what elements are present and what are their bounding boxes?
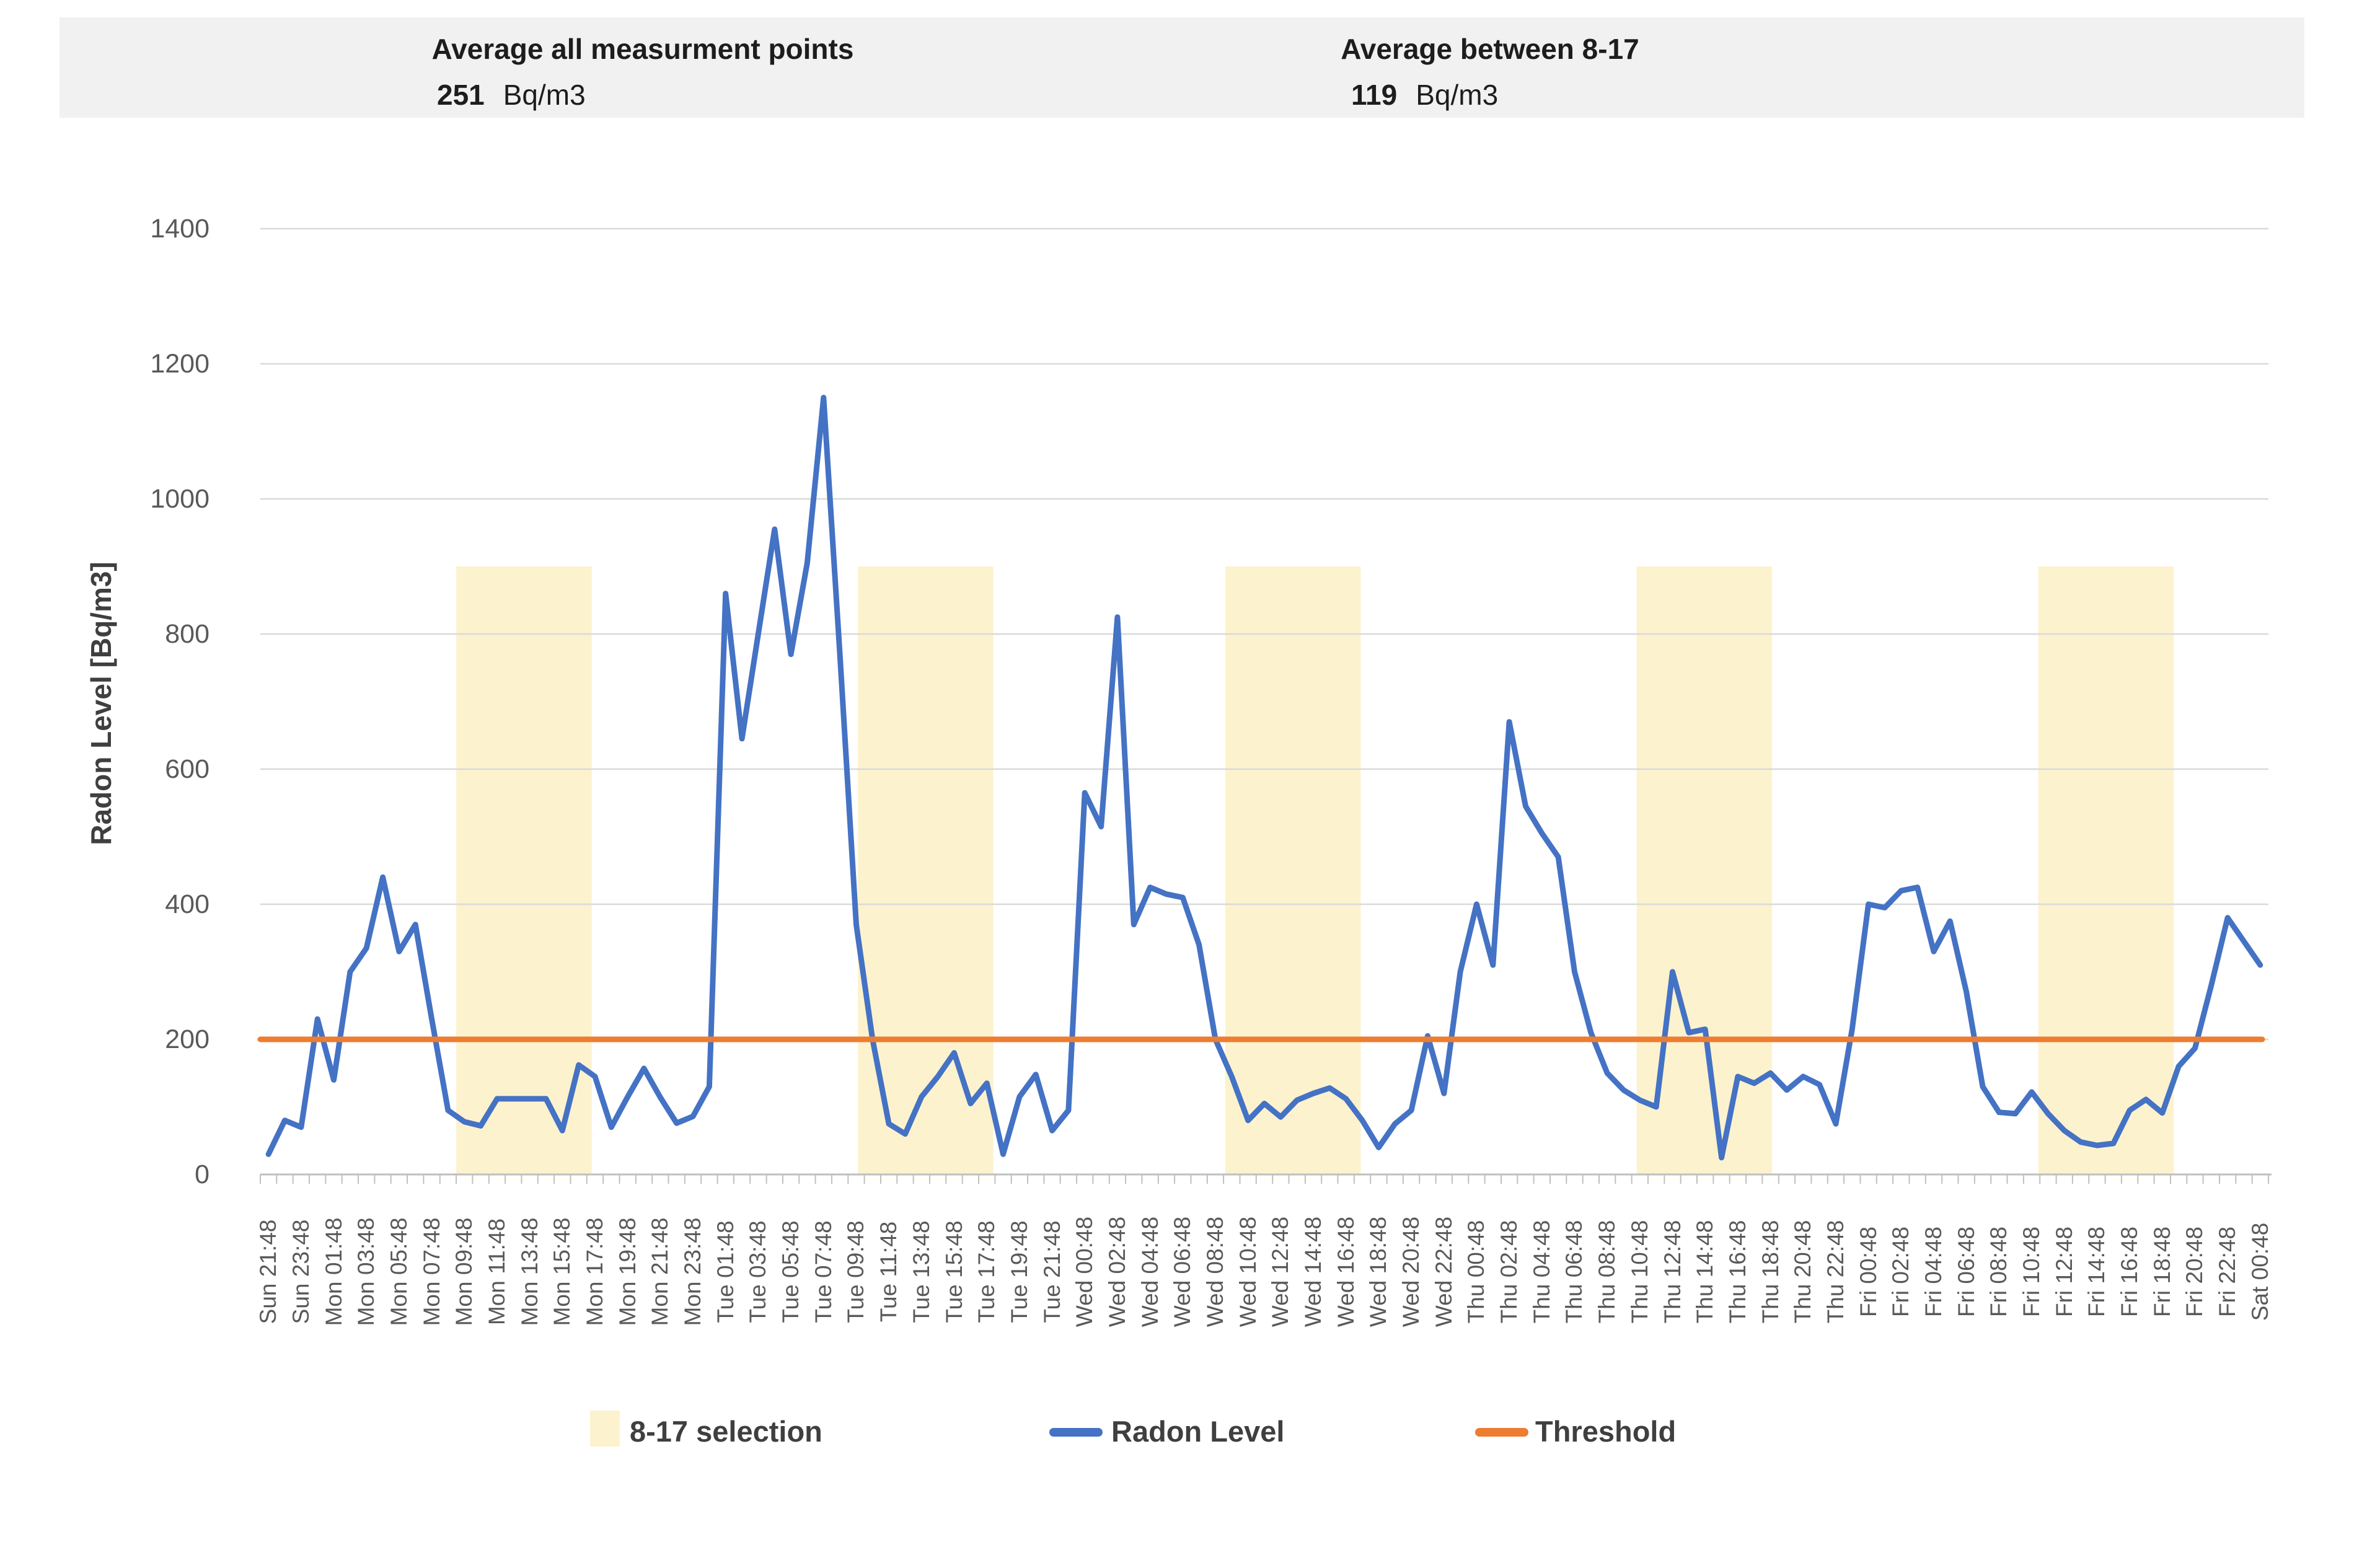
x-tick-label: Fri 14:48 [2084, 1226, 2110, 1318]
avg-817-value-row: 119 Bq/m3 [1351, 78, 1498, 112]
x-tick-label: Wed 04:48 [1137, 1216, 1163, 1328]
x-tick-label: Thu 18:48 [1757, 1220, 1783, 1324]
x-tick-label: Wed 18:48 [1365, 1216, 1391, 1328]
x-tick-label: Wed 08:48 [1202, 1216, 1228, 1328]
x-tick-label: Tue 05:48 [778, 1220, 804, 1323]
x-tick-label: Wed 02:48 [1104, 1216, 1130, 1328]
x-tick-label: Fri 22:48 [2215, 1226, 2241, 1318]
legend-selection-label: 8-17 selection [630, 1415, 822, 1448]
selection-band [456, 566, 592, 1174]
x-tick-label: Wed 06:48 [1170, 1216, 1196, 1328]
avg-all-value: 251 [437, 79, 485, 111]
x-tick-label: Mon 19:48 [614, 1217, 640, 1326]
x-tick-label: Wed 14:48 [1300, 1216, 1326, 1328]
x-tick-label: Thu 10:48 [1626, 1220, 1652, 1324]
x-tick-label: Thu 14:48 [1692, 1220, 1718, 1324]
summary-header-band [60, 17, 2304, 118]
y-tick-label: 1200 [150, 349, 209, 379]
selection-band [1225, 566, 1361, 1174]
x-tick-label: Sat 00:48 [2247, 1222, 2273, 1321]
avg-817-unit: Bq/m3 [1416, 79, 1499, 111]
radon-line-swatch [1049, 1428, 1103, 1437]
selection-swatch [590, 1411, 620, 1447]
x-tick-label: Fri 06:48 [1953, 1226, 1979, 1318]
y-tick-label: 200 [165, 1024, 209, 1054]
x-tick-label: Thu 02:48 [1496, 1220, 1522, 1324]
x-tick-label: Thu 16:48 [1724, 1220, 1750, 1324]
avg-all-unit: Bq/m3 [503, 79, 586, 111]
avg-all-title: Average all measurment points [431, 33, 854, 65]
x-tick-label: Fri 12:48 [2051, 1226, 2077, 1318]
x-tick-label: Thu 00:48 [1463, 1220, 1489, 1324]
x-tick-label: Wed 20:48 [1398, 1216, 1424, 1328]
radon-level-line [265, 395, 2263, 1161]
y-tick-label: 600 [165, 754, 209, 784]
x-tick-label: Wed 12:48 [1267, 1216, 1294, 1328]
x-tick-label: Sun 21:48 [255, 1219, 281, 1324]
x-tick-label: Tue 13:48 [908, 1220, 934, 1323]
x-tick-label: Tue 17:48 [974, 1220, 1000, 1323]
x-tick-label: Thu 22:48 [1822, 1220, 1848, 1324]
x-tick-label: Mon 09:48 [451, 1217, 477, 1326]
x-tick-label: Mon 03:48 [353, 1217, 379, 1326]
legend-radon-label: Radon Level [1111, 1415, 1285, 1448]
x-tick-label: Tue 21:48 [1039, 1220, 1065, 1323]
x-tick-label: Mon 07:48 [418, 1217, 444, 1326]
x-tick-label: Tue 07:48 [810, 1220, 836, 1323]
x-tick-label: Thu 08:48 [1594, 1220, 1620, 1324]
x-tick-label: Tue 19:48 [1006, 1220, 1032, 1323]
y-tick-label: 1400 [150, 214, 209, 244]
x-tick-label: Fri 08:48 [1986, 1226, 2012, 1318]
x-tick-label: Fri 18:48 [2149, 1226, 2175, 1318]
x-tick-label: Mon 23:48 [680, 1217, 706, 1326]
x-tick-label: Tue 11:48 [876, 1221, 902, 1323]
y-tick-label: 800 [165, 619, 209, 649]
x-tick-label: Fri 00:48 [1855, 1226, 1881, 1318]
x-tick-label: Thu 12:48 [1659, 1220, 1685, 1324]
x-tick-label: Mon 05:48 [386, 1217, 412, 1326]
x-tick-label: Sun 23:48 [288, 1219, 314, 1324]
threshold-line-swatch [1475, 1428, 1528, 1437]
x-tick-label: Fri 10:48 [2019, 1226, 2045, 1318]
x-tick-label: Thu 20:48 [1790, 1220, 1816, 1324]
y-tick-label: 0 [195, 1160, 209, 1189]
x-tick-label: Mon 15:48 [549, 1217, 575, 1326]
legend-threshold-label: Threshold [1535, 1415, 1677, 1448]
x-tick-label: Thu 04:48 [1528, 1220, 1554, 1324]
y-tick-label: 1000 [150, 484, 209, 514]
x-tick-label: Mon 01:48 [320, 1217, 346, 1326]
x-tick-label: Mon 21:48 [647, 1217, 673, 1326]
x-tick-label: Wed 22:48 [1430, 1216, 1457, 1328]
x-tick-label: Thu 06:48 [1561, 1220, 1587, 1324]
avg-all-value-row: 251 Bq/m3 [437, 78, 586, 112]
avg-817-title: Average between 8-17 [1341, 33, 1639, 65]
x-tick-label: Wed 10:48 [1235, 1216, 1261, 1328]
y-tick-label: 400 [165, 889, 209, 919]
x-tick-label: Mon 17:48 [582, 1217, 607, 1326]
x-tick-label: Tue 01:48 [712, 1220, 738, 1323]
x-tick-label: Tue 03:48 [745, 1220, 771, 1323]
x-tick-label: Tue 09:48 [843, 1220, 869, 1323]
x-tick-label: Fri 20:48 [2182, 1226, 2208, 1318]
selection-band [2038, 566, 2174, 1174]
x-tick-label: Fri 02:48 [1888, 1226, 1914, 1318]
x-tick-label: Wed 00:48 [1072, 1216, 1098, 1328]
avg-817-value: 119 [1351, 79, 1398, 111]
x-tick-label: Fri 04:48 [1921, 1226, 1946, 1318]
x-tick-label: Mon 11:48 [483, 1218, 509, 1326]
x-tick-label: Wed 16:48 [1333, 1216, 1359, 1328]
x-tick-label: Mon 13:48 [516, 1217, 542, 1326]
x-tick-label: Tue 15:48 [941, 1220, 967, 1323]
x-tick-label: Fri 16:48 [2117, 1226, 2143, 1318]
